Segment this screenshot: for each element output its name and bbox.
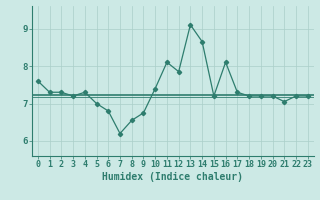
X-axis label: Humidex (Indice chaleur): Humidex (Indice chaleur): [102, 172, 243, 182]
